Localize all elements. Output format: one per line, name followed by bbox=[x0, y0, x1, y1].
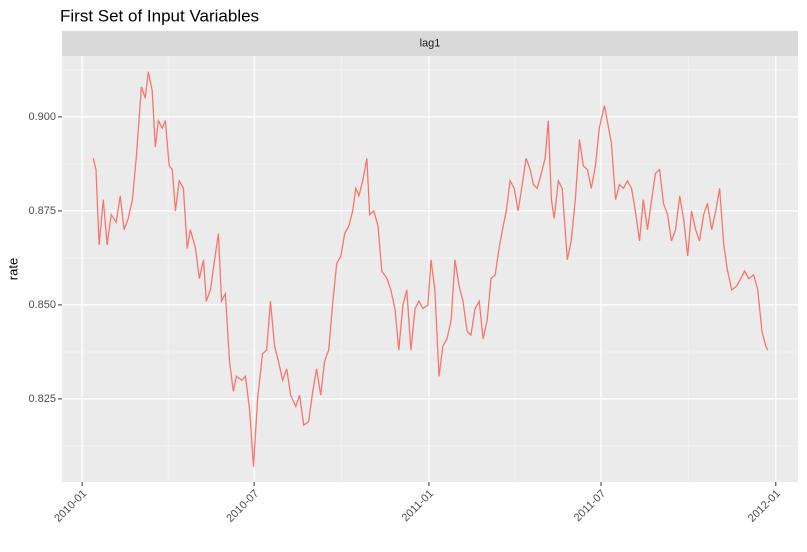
y-axis-title: rate bbox=[5, 258, 20, 280]
strip-label: lag1 bbox=[420, 37, 441, 49]
x-tick-label: 2011-07 bbox=[572, 488, 608, 524]
chart-title: First Set of Input Variables bbox=[60, 6, 259, 25]
y-tick-label: 0.900 bbox=[28, 111, 56, 123]
x-tick-label: 2012-01 bbox=[746, 488, 783, 525]
facet-strip bbox=[62, 31, 798, 56]
x-tick-label: 2010-07 bbox=[224, 488, 261, 525]
line bbox=[92, 71, 769, 467]
x-tick-label: 2010-01 bbox=[52, 488, 89, 525]
y-tick-label: 0.825 bbox=[28, 393, 56, 405]
y-tick-label: 0.875 bbox=[28, 205, 56, 217]
y-tick-label: 0.850 bbox=[28, 299, 56, 311]
x-tick-label: 2011-01 bbox=[400, 488, 436, 524]
